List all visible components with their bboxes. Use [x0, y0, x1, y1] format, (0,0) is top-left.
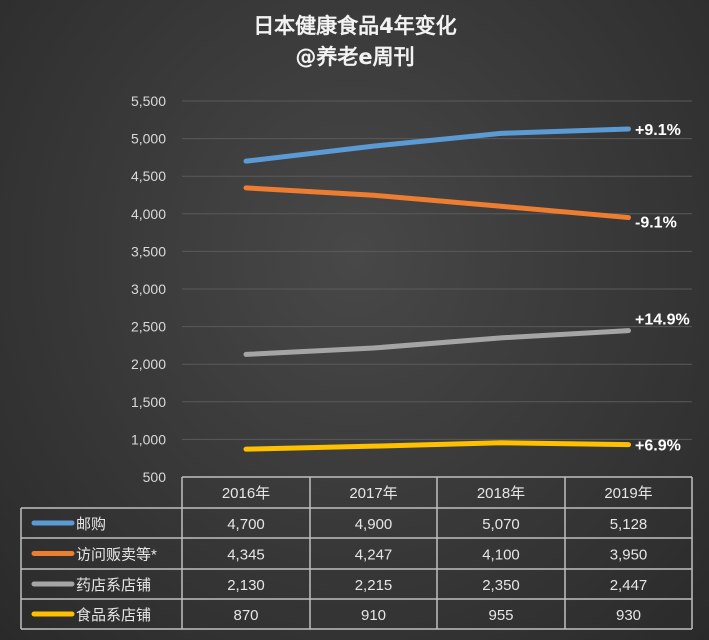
table-cell: 910: [361, 607, 386, 624]
y-tick-label: 1,500: [131, 394, 166, 410]
table-cell: 5,070: [482, 516, 520, 533]
series-line: [243, 185, 631, 221]
table-cell: 4,100: [482, 547, 520, 564]
y-tick-label: 3,500: [131, 243, 166, 259]
series-line: [243, 126, 631, 164]
y-tick-label: 5,000: [131, 131, 166, 147]
legend-label: 食品系店铺: [76, 607, 151, 624]
table-cell: 2,447: [610, 577, 648, 594]
x-category-label: 2017年: [349, 485, 397, 502]
table-cell: 2,130: [227, 577, 265, 594]
y-tick-label: 4,500: [131, 168, 166, 184]
series-line: [243, 328, 631, 357]
table-cell: 4,247: [355, 547, 393, 564]
legend-label: 药店系店铺: [76, 577, 151, 594]
x-category-label: 2019年: [604, 485, 652, 502]
change-label: +14.9%: [635, 312, 690, 329]
y-tick-label: 1,000: [131, 431, 166, 447]
table-cell: 5,128: [610, 516, 648, 533]
table-cell: 3,950: [610, 547, 648, 564]
table-cell: 2,350: [482, 577, 520, 594]
change-label: +6.9%: [635, 438, 681, 455]
x-category-label: 2016年: [222, 485, 270, 502]
y-tick-label: 2,000: [131, 356, 166, 372]
chart-subtitle: @养老e周刊: [295, 45, 414, 69]
table-cell: 4,345: [227, 547, 265, 564]
legend-label: 邮购: [76, 516, 106, 533]
table-cell: 870: [233, 607, 258, 624]
y-tick-label: 3,000: [131, 281, 166, 297]
y-tick-label: 2,500: [131, 319, 166, 335]
chart-title: 日本健康食品4年变化: [253, 14, 457, 38]
change-label: +9.1%: [635, 122, 681, 139]
legend-label: 访问贩卖等*: [76, 546, 157, 564]
table-cell: 4,900: [355, 516, 393, 533]
table-cell: 2,215: [355, 577, 393, 594]
table-cell: 955: [488, 607, 513, 624]
y-tick-label: 4,000: [131, 206, 166, 222]
series-line: [243, 440, 631, 452]
table-cell: 930: [616, 607, 641, 624]
x-category-label: 2018年: [477, 485, 525, 502]
change-label: -9.1%: [635, 215, 677, 232]
table-cell: 4,700: [227, 516, 265, 533]
y-tick-label: 5,500: [131, 93, 166, 109]
y-tick-label: 500: [143, 469, 167, 485]
